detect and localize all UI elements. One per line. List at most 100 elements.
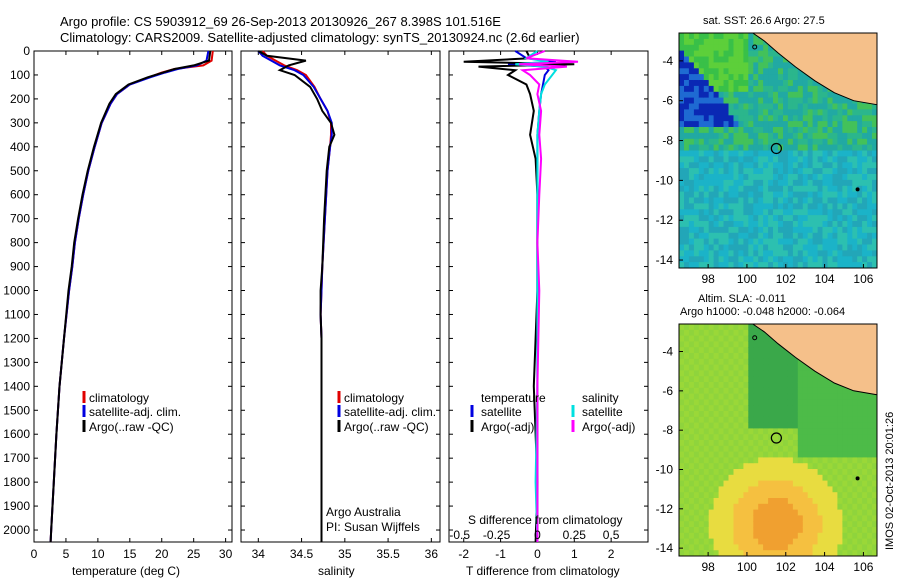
map-cell	[862, 127, 868, 134]
map-cell	[857, 509, 863, 516]
map-cell	[708, 387, 715, 395]
map-cell	[792, 486, 799, 493]
map-cell	[827, 115, 833, 122]
map-cell	[758, 405, 764, 412]
map-cell	[723, 324, 729, 331]
map-cell	[817, 221, 824, 228]
map-cell	[713, 168, 720, 175]
map-cell	[679, 68, 685, 75]
map-cell	[847, 405, 853, 412]
map-cell	[728, 56, 734, 63]
map-cell	[837, 393, 843, 400]
map-cell	[827, 550, 833, 557]
map-cell	[847, 387, 853, 395]
map-cell	[748, 527, 754, 534]
map-cell	[758, 68, 764, 75]
map-cell	[684, 215, 690, 222]
map-cell	[822, 463, 828, 470]
map-cell	[768, 416, 774, 424]
map-cell	[688, 428, 695, 435]
map-cell	[847, 238, 853, 245]
map-cell	[867, 197, 873, 204]
map-cell	[802, 544, 809, 551]
map-cell	[723, 232, 729, 240]
map-cell	[738, 416, 744, 424]
map-cell	[867, 191, 873, 198]
map-cell	[753, 498, 759, 505]
map-cell	[713, 469, 720, 476]
map-cell	[773, 156, 779, 163]
map-cell	[703, 215, 710, 222]
map-cell	[713, 244, 720, 251]
map-cell	[684, 335, 690, 342]
map-cell	[753, 33, 759, 40]
map-cell	[862, 445, 868, 453]
map-cell	[723, 127, 729, 134]
map-cell	[812, 469, 819, 476]
map-cell	[703, 532, 710, 540]
map-cell	[822, 469, 828, 476]
map-cell	[708, 185, 715, 193]
map-cell	[773, 399, 779, 406]
map-cell	[832, 451, 838, 458]
map-cell	[743, 74, 749, 81]
map-cell	[827, 238, 833, 245]
map-cell	[718, 197, 725, 204]
map-cell	[787, 80, 794, 87]
map-cell	[679, 451, 685, 458]
map-cell	[867, 538, 873, 545]
map-cell	[802, 515, 809, 522]
map-cell	[832, 138, 838, 146]
map-cell	[797, 174, 804, 181]
map-x-tick-label: 98	[701, 560, 715, 574]
map-cell	[802, 434, 809, 441]
map-cell	[832, 503, 838, 511]
map-cell	[872, 399, 878, 406]
map-cell	[708, 521, 715, 528]
map-cell	[837, 197, 843, 204]
map-cell	[758, 138, 764, 146]
map-cell	[738, 329, 744, 337]
map-cell	[763, 503, 769, 511]
map-cell	[797, 80, 804, 87]
map-cell	[862, 209, 868, 216]
map-cell	[867, 486, 873, 493]
map-cell	[758, 91, 764, 99]
map-cell	[847, 221, 853, 228]
map-cell	[713, 399, 720, 406]
map-cell	[718, 150, 725, 157]
map-cell	[792, 215, 799, 222]
map-cell	[812, 550, 819, 557]
map-cell	[822, 416, 828, 424]
map-cell	[773, 445, 779, 453]
map-cell	[738, 127, 744, 134]
map-cell	[748, 109, 754, 116]
map-cell	[698, 168, 705, 175]
map-cell	[688, 463, 695, 470]
map-cell	[857, 121, 863, 128]
map-x-tick-label: 104	[815, 560, 835, 574]
map-cell	[723, 191, 729, 198]
map-cell	[768, 405, 774, 412]
map-cell	[698, 480, 705, 487]
map-cell	[837, 538, 843, 545]
map-cell	[748, 434, 754, 441]
map-cell	[847, 498, 853, 505]
map-cell	[792, 538, 799, 545]
map-cell	[763, 538, 769, 545]
map-cell	[728, 162, 734, 169]
map-cell	[703, 262, 710, 269]
map-cell	[718, 221, 725, 228]
map-cell	[862, 238, 868, 245]
map-cell	[872, 132, 878, 140]
map-cell	[787, 132, 794, 140]
map-cell	[698, 469, 705, 476]
map-cell	[743, 469, 749, 476]
map-cell	[684, 56, 690, 63]
map-cell	[693, 203, 700, 210]
map-cell	[708, 38, 715, 46]
map-cell	[773, 103, 779, 110]
map-cell	[733, 97, 739, 104]
map-cell	[837, 144, 843, 151]
map-cell	[718, 445, 725, 453]
